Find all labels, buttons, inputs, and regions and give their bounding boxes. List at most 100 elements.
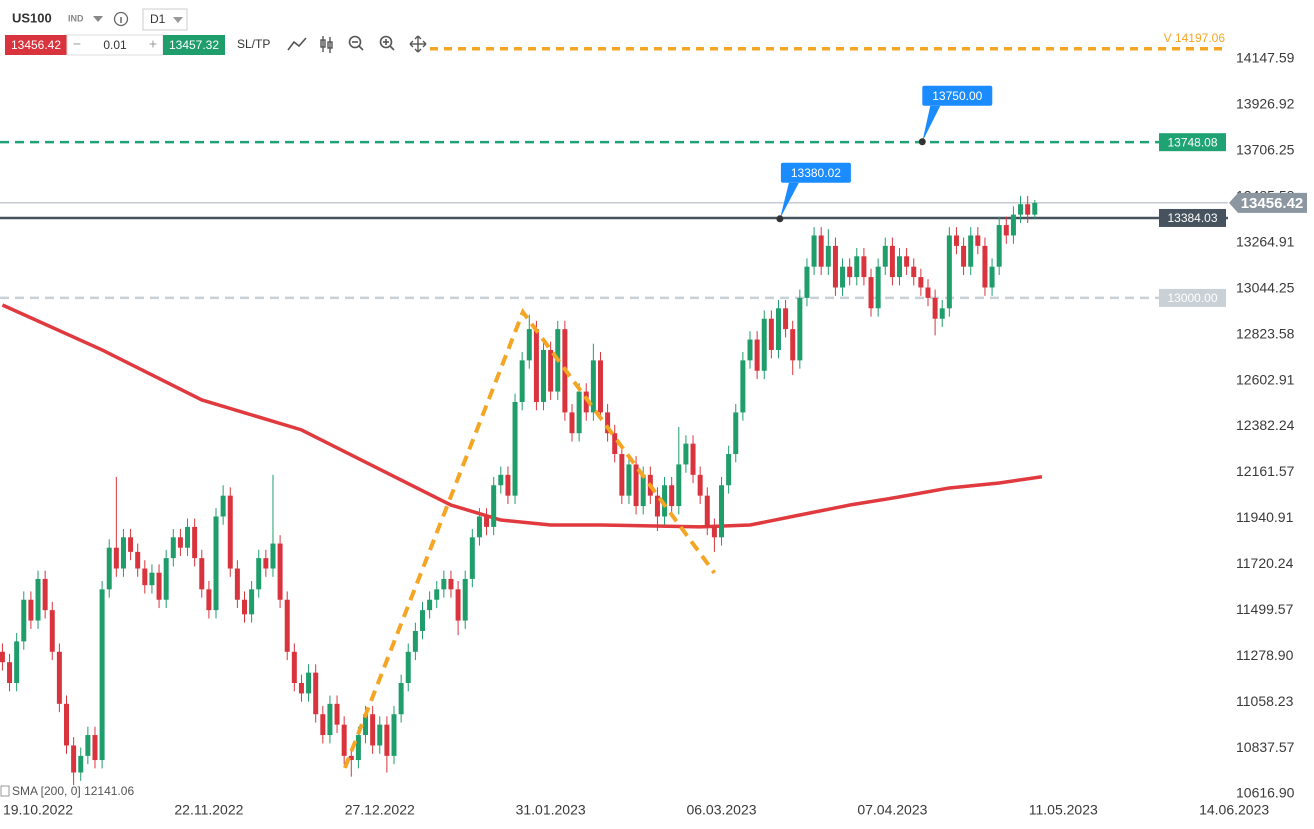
candle-body [605, 412, 611, 434]
candle-body [953, 235, 959, 246]
lot-minus[interactable]: − [73, 36, 81, 52]
lot-size[interactable]: 0.01 [103, 38, 127, 52]
candle-icon[interactable] [320, 36, 333, 53]
level-label: 13748.08 [1167, 135, 1217, 149]
zoom-in-icon[interactable] [379, 35, 395, 51]
candle-body [811, 235, 817, 267]
callout-label: 13750.00 [932, 89, 982, 103]
candle-body [21, 599, 27, 642]
buy-button[interactable] [163, 35, 225, 55]
symbol-dropdown[interactable] [93, 16, 103, 22]
candle-body [804, 266, 810, 298]
y-tick-label: 13926.92 [1236, 96, 1295, 112]
candle-body [220, 495, 226, 517]
candle-body [120, 537, 126, 569]
candle-body [597, 360, 603, 413]
candle-body [961, 245, 967, 267]
candle-body [284, 599, 290, 652]
symbol[interactable]: US100 [12, 10, 52, 25]
y-tick-label: 11940.91 [1236, 509, 1294, 525]
candle-body [868, 277, 874, 309]
candle-body [654, 495, 660, 517]
candle-body [434, 589, 440, 600]
sell-button[interactable] [5, 35, 67, 55]
candle-body [498, 474, 504, 486]
indicator-legend-text: SMA [200, 0] 12141.06 [12, 784, 134, 798]
candle-body [512, 401, 518, 496]
candle-body [662, 485, 668, 517]
candle-body [348, 755, 354, 761]
candle-body [142, 568, 148, 586]
candle-body [135, 551, 141, 569]
candle-body [825, 245, 831, 267]
candle-body [341, 724, 347, 756]
candle-body [391, 714, 397, 756]
candle-body [619, 454, 625, 496]
candle-body [313, 672, 319, 715]
candle-body [177, 537, 183, 548]
line-chart-icon[interactable] [287, 37, 307, 51]
x-tick-label: 19.10.2022 [3, 802, 73, 818]
y-tick-label: 11278.90 [1236, 647, 1294, 663]
candle-body [1003, 225, 1009, 236]
candle-body [7, 662, 13, 684]
candle-body [854, 256, 860, 278]
market: IND [68, 13, 84, 23]
candle-body [263, 558, 269, 569]
pan-icon[interactable] [409, 35, 427, 53]
candle-body [99, 589, 105, 761]
candle-body [590, 360, 596, 413]
candle-body [42, 578, 48, 611]
x-tick-label: 27.12.2022 [345, 802, 415, 818]
y-tick-label: 11499.57 [1236, 601, 1294, 617]
candle-body [875, 266, 881, 309]
callout-pointer [779, 182, 799, 219]
info-icon[interactable] [113, 11, 129, 27]
candle-body [28, 599, 34, 621]
y-tick-label: 13044.25 [1236, 279, 1295, 295]
candle-body [49, 610, 55, 652]
candle-body [355, 735, 361, 761]
candle-body [541, 349, 547, 402]
level-label-box [1159, 208, 1226, 227]
y-tick-label: 12823.58 [1236, 325, 1295, 341]
candle-body [491, 485, 497, 527]
candle-body [818, 235, 824, 267]
candle-body [832, 245, 838, 288]
candle-body [775, 308, 781, 350]
legend-icon [0, 785, 10, 797]
candle-body [277, 543, 283, 600]
price-tag [1229, 192, 1307, 213]
candle-body [889, 245, 895, 278]
y-tick-label: 11058.23 [1236, 693, 1294, 709]
candle-body [704, 495, 710, 527]
lot-plus[interactable]: + [149, 36, 157, 52]
sltp-button[interactable]: SL/TP [237, 37, 270, 51]
candle-body [334, 703, 340, 725]
candle-body [989, 266, 995, 288]
candle-body [0, 651, 5, 663]
zoom-out-icon[interactable] [348, 35, 364, 51]
candle-body [484, 516, 490, 527]
candle-body [612, 433, 618, 455]
candle-body [882, 245, 888, 267]
timeframe-dropdown[interactable] [173, 17, 183, 23]
sell-price[interactable]: 13456.42 [11, 38, 61, 52]
candle-body [241, 599, 247, 615]
candle-body [306, 672, 312, 694]
buy-price[interactable]: 13457.32 [169, 38, 219, 52]
candle-body [370, 714, 376, 746]
candle-body [790, 329, 796, 361]
candle-body [690, 443, 696, 475]
candle-body [270, 543, 276, 569]
timeframe-box[interactable] [142, 8, 188, 31]
candle-body [932, 297, 938, 319]
candle-body [234, 568, 240, 600]
level-label-box [1159, 133, 1226, 152]
candle-body [840, 266, 846, 288]
candle-body [904, 256, 910, 267]
y-tick-label: 14147.59 [1236, 50, 1295, 66]
candle-body [149, 572, 155, 586]
timeframe[interactable]: D1 [150, 12, 166, 26]
candle-body [327, 703, 333, 736]
